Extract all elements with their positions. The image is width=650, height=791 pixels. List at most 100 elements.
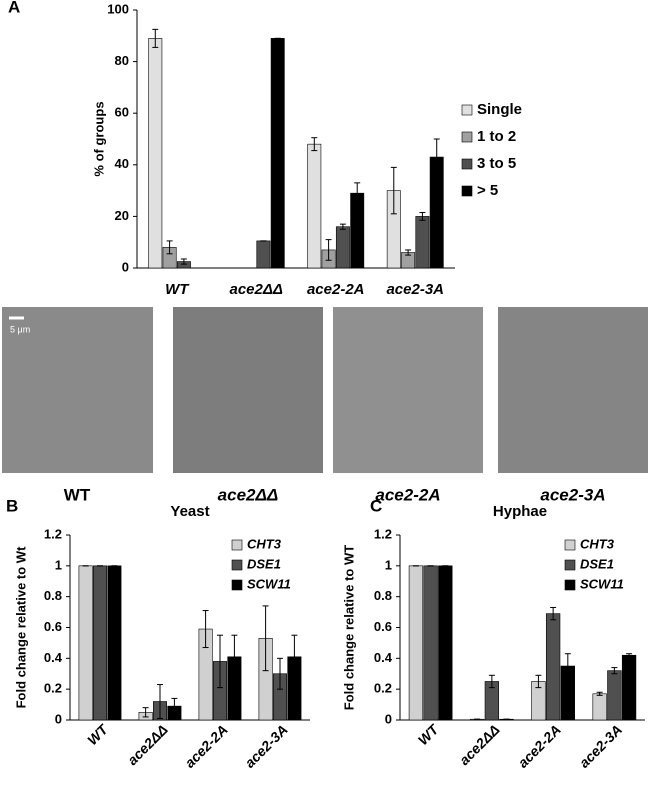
- x-tick-label: ace2-3A: [576, 721, 625, 770]
- panel-label: B: [6, 496, 18, 515]
- error-bar: [535, 674, 542, 689]
- y-tick-label: 0.4: [374, 650, 393, 665]
- bar: [93, 565, 108, 721]
- bar: [621, 654, 637, 721]
- micrograph-caption: ace2ΔΔ: [218, 485, 279, 504]
- legend-label: SCW11: [247, 576, 291, 591]
- bar: [350, 192, 365, 269]
- legend-swatch: [564, 579, 576, 591]
- error-bar: [291, 634, 298, 679]
- panel-label: A: [8, 0, 20, 16]
- x-tick-label: ace2-2A: [515, 721, 564, 770]
- micrograph: [173, 307, 323, 473]
- legend-swatch: [461, 104, 473, 116]
- legend-label: SCW11: [580, 576, 624, 591]
- bar: [423, 565, 438, 721]
- y-tick-label: 0: [385, 711, 392, 726]
- micrograph: [333, 307, 483, 473]
- y-axis-title: Fold change relative to Wt: [13, 546, 28, 708]
- y-tick-label: 60: [115, 105, 129, 120]
- micrograph: [498, 307, 648, 473]
- y-tick-label: 80: [115, 53, 129, 68]
- y-tick-label: 0.6: [374, 619, 392, 634]
- x-tick-label: ace2-3A: [386, 281, 444, 298]
- panel-label: C: [370, 496, 382, 515]
- y-tick-label: 1: [55, 557, 62, 572]
- error-bar: [488, 674, 495, 689]
- x-tick-label: ace2-3A: [241, 721, 290, 770]
- y-axis-title: Fold change relative to WT: [341, 545, 356, 710]
- x-tick-label: ace2ΔΔ: [124, 721, 171, 768]
- legend-label: DSE1: [247, 556, 281, 571]
- y-tick-label: 1.2: [374, 526, 392, 541]
- error-bar: [433, 138, 440, 176]
- legend-swatch: [231, 579, 243, 591]
- error-bar: [611, 667, 618, 675]
- error-bar: [354, 182, 361, 204]
- y-tick-label: 0.4: [44, 650, 63, 665]
- legend-label: > 5: [477, 182, 498, 199]
- chart-title: Hyphae: [493, 503, 547, 520]
- error-bar: [157, 684, 163, 719]
- y-tick-label: 0: [55, 711, 62, 726]
- x-tick-label: ace2-2A: [181, 721, 230, 770]
- error-bar: [262, 605, 269, 672]
- y-tick-label: 0.2: [374, 681, 392, 696]
- x-tick-label: ace2ΔΔ: [456, 721, 503, 768]
- y-tick-label: 100: [107, 1, 129, 16]
- legend-swatch: [461, 131, 473, 143]
- legend-label: 1 to 2: [477, 128, 516, 145]
- error-bar: [339, 223, 346, 230]
- error-bar: [311, 137, 318, 152]
- bar: [415, 216, 430, 269]
- bar: [78, 565, 93, 721]
- legend-label: 3 to 5: [477, 155, 516, 172]
- x-tick-label: ace2ΔΔ: [229, 281, 283, 298]
- error-bar: [217, 634, 223, 689]
- scale-bar-label: 5 μm: [10, 324, 30, 334]
- micrograph-caption: ace2-3A: [540, 485, 605, 504]
- bar: [335, 226, 350, 269]
- chart-title: Yeast: [170, 503, 209, 520]
- legend-swatch: [564, 559, 576, 571]
- error-bar: [277, 657, 283, 690]
- legend-label: DSE1: [580, 556, 614, 571]
- legend-swatch: [231, 559, 243, 571]
- error-bar: [390, 166, 397, 215]
- bar: [256, 240, 271, 269]
- legend-label: Single: [477, 101, 522, 118]
- micrograph-caption: ace2-2A: [375, 485, 440, 504]
- error-bar: [550, 606, 557, 621]
- error-bar: [325, 239, 332, 261]
- y-tick-label: 20: [115, 208, 129, 223]
- y-tick-label: 1: [385, 557, 392, 572]
- bar: [438, 565, 453, 721]
- legend-swatch: [231, 539, 243, 551]
- y-tick-label: 0.6: [44, 619, 62, 634]
- error-bar: [564, 653, 571, 679]
- legend-swatch: [564, 539, 576, 551]
- micrograph-images: 5 μm WT ace2ΔΔ ace2-2A ace2-3A: [2, 307, 648, 504]
- error-bar: [166, 240, 173, 255]
- error-bar: [202, 610, 209, 649]
- bar: [270, 38, 285, 269]
- y-tick-label: 0: [122, 259, 129, 274]
- y-tick-label: 0.8: [374, 588, 392, 603]
- y-tick-label: 0.2: [44, 681, 62, 696]
- error-bar: [142, 707, 149, 718]
- bar: [592, 693, 607, 721]
- micrograph-caption: WT: [64, 485, 91, 504]
- bar: [408, 565, 424, 721]
- bar: [107, 565, 122, 721]
- x-tick-label: WT: [165, 281, 190, 298]
- error-bar: [231, 634, 238, 679]
- legend-label: CHT3: [247, 536, 282, 551]
- bar: [148, 38, 163, 269]
- micrograph: [2, 307, 153, 473]
- error-bar: [152, 28, 159, 48]
- error-bar: [405, 249, 412, 256]
- legend-label: CHT3: [580, 536, 615, 551]
- y-tick-label: 1.2: [44, 526, 62, 541]
- error-bar: [419, 212, 426, 221]
